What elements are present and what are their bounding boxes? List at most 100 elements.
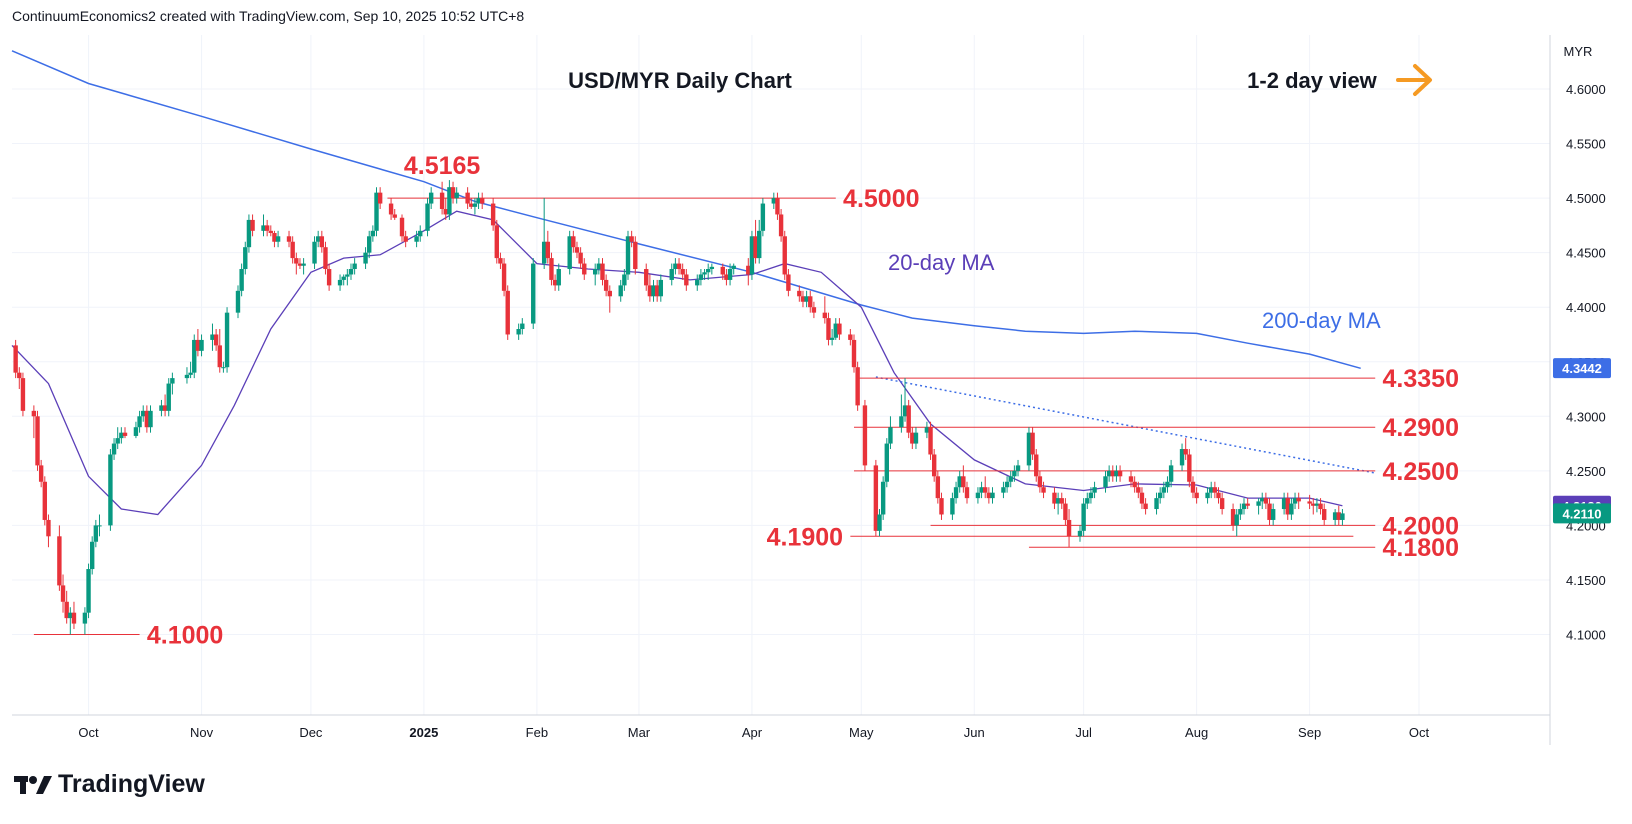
candle-body [607, 290, 612, 297]
candle [771, 192, 777, 210]
candle-body [829, 337, 835, 340]
x-tick-label: Oct [78, 725, 99, 740]
candle [1179, 443, 1185, 471]
candle-body [797, 290, 802, 297]
candle [1001, 481, 1006, 499]
candle-body [450, 187, 456, 199]
candle [1030, 427, 1035, 460]
candle-body [1205, 492, 1210, 499]
candle [727, 263, 733, 286]
candle-body [370, 230, 376, 237]
candle [647, 274, 653, 302]
candle [494, 219, 499, 264]
candle-body [275, 236, 281, 242]
candle-body [541, 241, 547, 264]
candle [268, 225, 273, 237]
candle-body [148, 410, 153, 428]
candle-body [60, 585, 66, 602]
candle [1008, 470, 1013, 488]
candle-body [319, 236, 325, 248]
candle [108, 449, 113, 531]
candle [1165, 476, 1170, 493]
candle-body [888, 427, 893, 444]
candle [275, 230, 281, 248]
candle [800, 290, 806, 308]
candle-body [979, 487, 984, 493]
candle [633, 236, 638, 275]
candle-body [848, 334, 853, 340]
candle [1143, 498, 1148, 515]
candle [622, 269, 627, 291]
candle-body [1168, 465, 1174, 482]
candle [374, 187, 379, 237]
candle-body [669, 269, 674, 280]
y-tick-label: 4.6000 [1566, 82, 1606, 97]
candle-body [877, 514, 882, 531]
y-tick-label: 4.3000 [1566, 409, 1606, 424]
candle-body [1117, 470, 1123, 477]
candle [399, 214, 405, 242]
candle-body [425, 203, 430, 231]
candle-body [454, 192, 459, 199]
candle-body [476, 198, 481, 204]
candle [17, 367, 22, 390]
candle-body [388, 203, 394, 215]
candle [188, 361, 193, 379]
candle-body [239, 269, 244, 291]
candle [133, 421, 139, 439]
candle [676, 258, 682, 275]
candle-body [115, 438, 120, 444]
candle-body [141, 410, 146, 417]
candle-body [42, 481, 48, 520]
candle [217, 329, 222, 373]
candle-body [20, 378, 26, 411]
candle-body [644, 269, 649, 286]
candle-body [1241, 503, 1247, 510]
candle [418, 225, 423, 242]
candle-body [469, 203, 474, 207]
y-tick-label: 4.5500 [1566, 137, 1606, 152]
candle-body [221, 367, 226, 369]
candle [549, 252, 554, 286]
candle-body [720, 266, 725, 275]
candle-body [622, 274, 627, 286]
candle [224, 307, 230, 373]
candle-body [837, 323, 842, 335]
candle-body [1340, 513, 1345, 520]
candle-body [549, 258, 554, 280]
candle [246, 214, 252, 253]
candle-body [31, 410, 37, 417]
arrow-right-icon [1396, 64, 1432, 96]
candle [1077, 525, 1083, 542]
candle [454, 187, 459, 204]
candle [979, 481, 984, 499]
candle [1052, 487, 1057, 510]
candle-body [439, 192, 445, 210]
candle [1318, 498, 1323, 515]
candle [556, 263, 561, 291]
candle [425, 198, 430, 237]
candle-body [17, 372, 22, 379]
candle [1092, 481, 1097, 499]
candle-body [571, 236, 576, 248]
candle [618, 279, 623, 302]
candle [345, 269, 350, 286]
candle [924, 421, 930, 439]
candle-body [246, 219, 252, 248]
candle-body [800, 296, 806, 302]
candle [1114, 465, 1119, 482]
x-tick-label: 2025 [409, 725, 438, 740]
candle-body [1292, 498, 1298, 504]
candle [1136, 481, 1141, 499]
candle-body [286, 236, 292, 242]
candle [902, 378, 908, 422]
ma20-series [11, 210, 1343, 516]
candle [658, 274, 664, 302]
candle [71, 601, 77, 630]
candle-body [472, 203, 478, 207]
candle [42, 476, 48, 526]
candle [1103, 470, 1108, 493]
candle-body [1216, 492, 1221, 499]
candle-body [990, 492, 995, 499]
